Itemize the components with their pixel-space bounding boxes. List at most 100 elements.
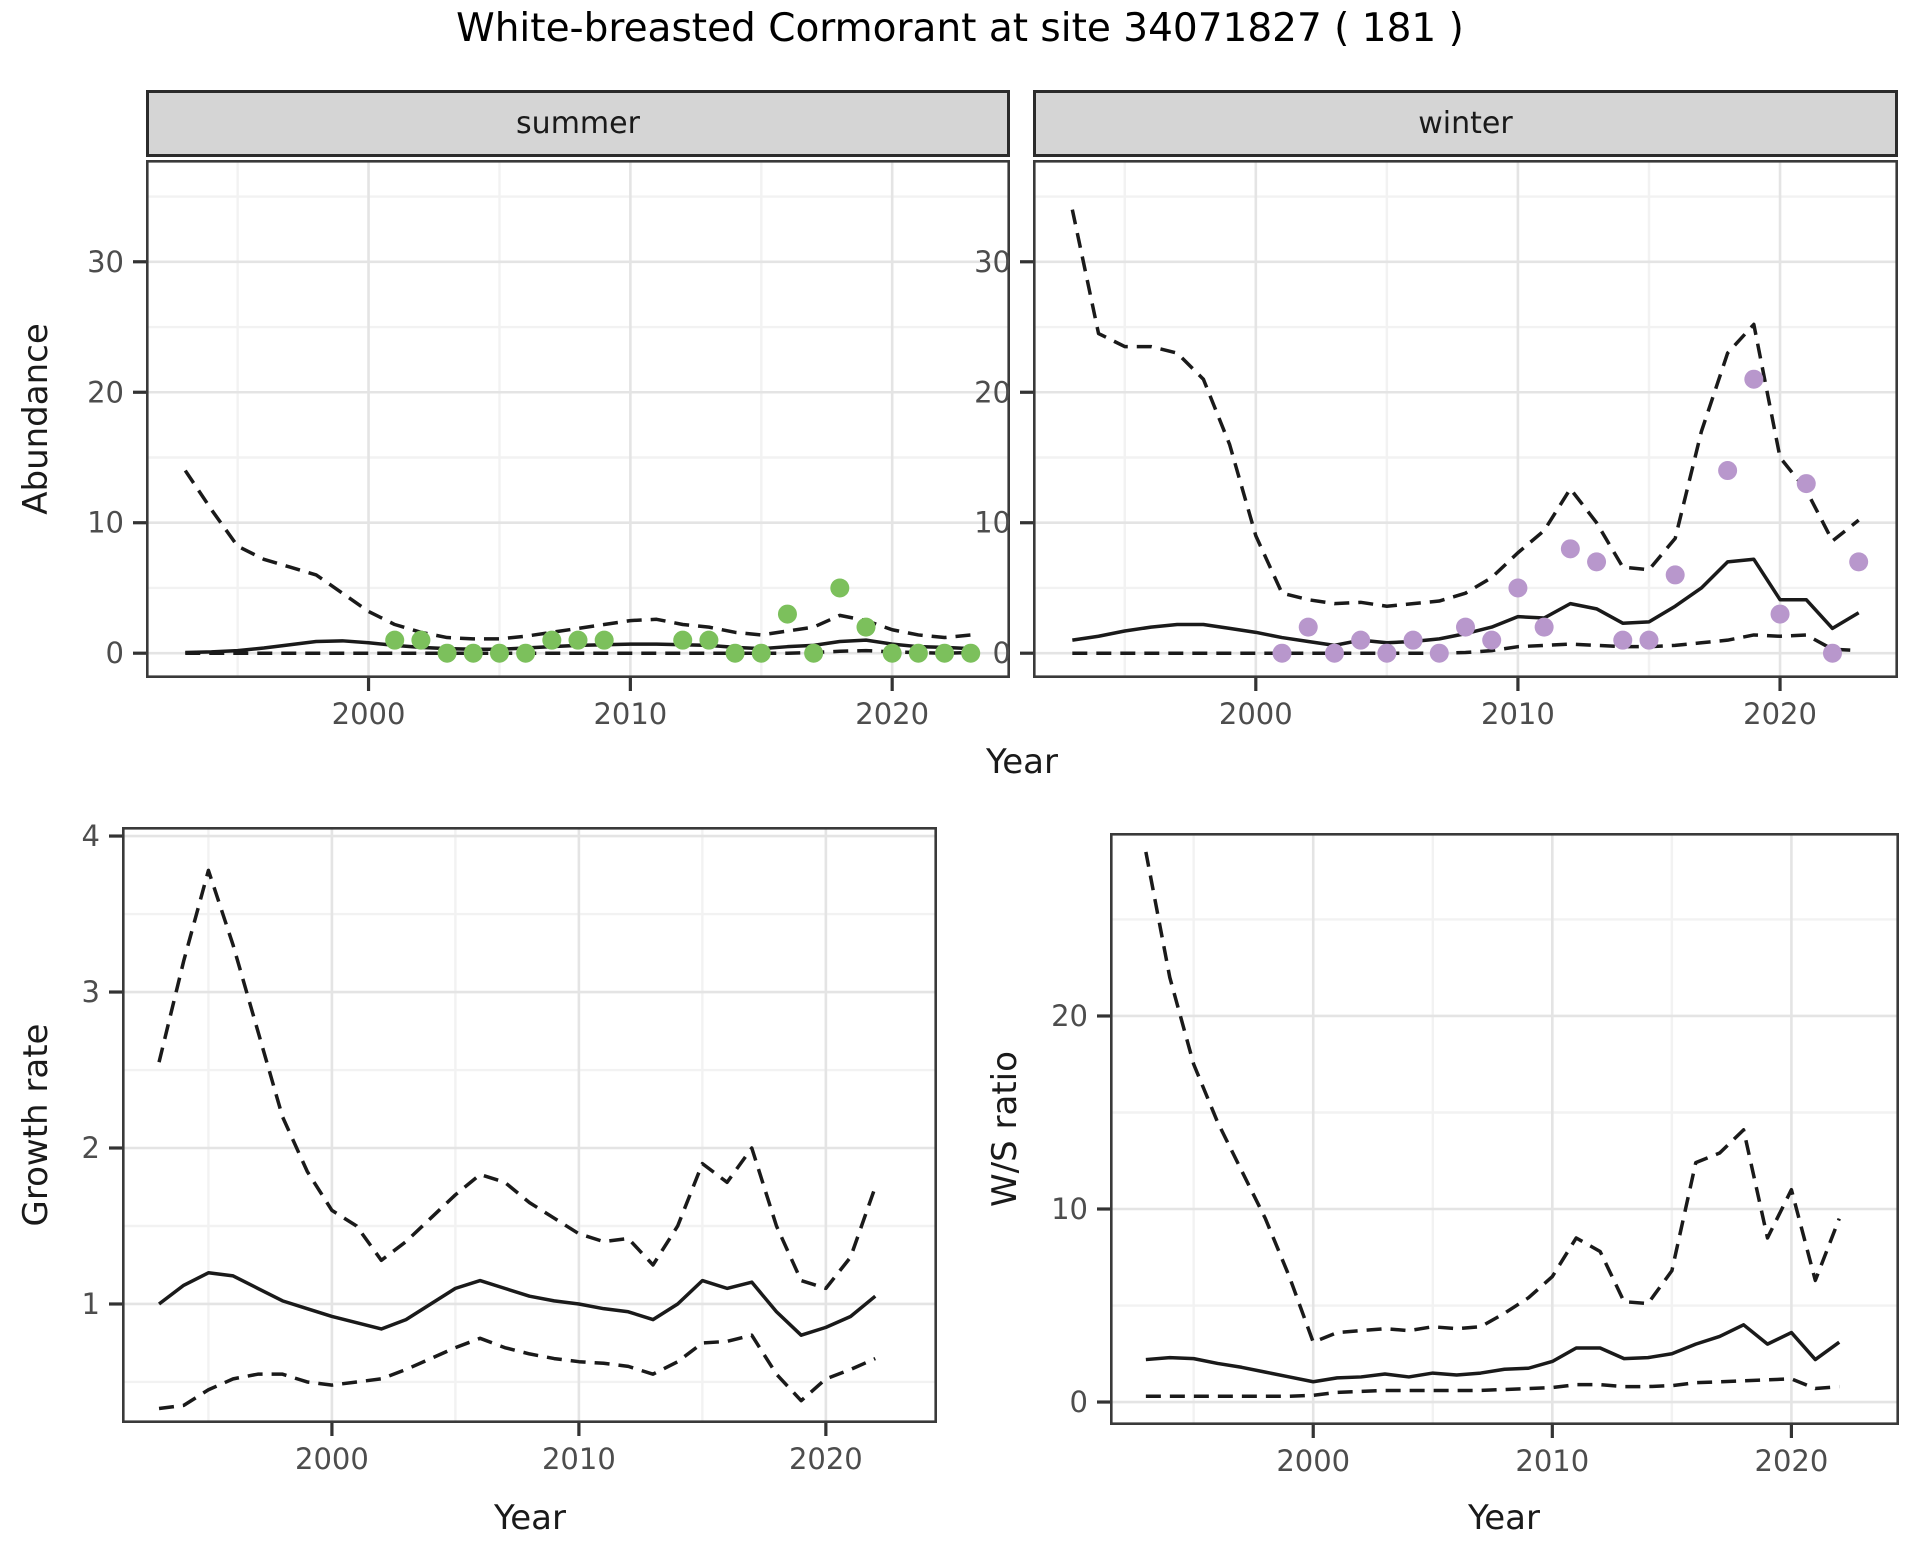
observation-point [1272,643,1292,663]
y-axis-title-ws-ratio: W/S ratio [985,1051,1025,1207]
series-dashed [183,469,971,641]
observation-point [1508,578,1528,598]
x-axis-title-bottom-left: Year [494,1498,566,1538]
observation-point [1744,369,1764,389]
observation-point [1587,552,1607,572]
observation-point [1403,630,1423,650]
series-dashed [157,868,877,1291]
observation-point [1351,630,1371,650]
y-tick-label: 0 [1070,1385,1088,1419]
x-axis-title-bottom-right: Year [1468,1498,1540,1538]
y-tick-label: 0 [106,636,124,670]
y-tick-label: 30 [87,245,124,279]
observation-points [385,578,981,663]
observation-point [385,630,405,650]
series-dashed [1144,851,1841,1344]
panel-abundance-winter: 2000 2010 2020 0 10 20 30 [974,159,1899,731]
panel-bg [1033,160,1898,678]
observation-point [1298,617,1318,637]
panel-bg [1110,833,1899,1425]
x-tick-label: 2010 [593,697,667,731]
series-lines [157,868,877,1411]
x-tick-label: 2000 [295,1442,369,1476]
observation-point [1822,643,1842,663]
observation-point [1560,539,1580,559]
y-axis-title-growth-rate: Growth rate [16,1023,56,1227]
observation-point [908,643,928,663]
y-tick-label: 10 [1051,1192,1088,1226]
observation-point [1534,617,1554,637]
observation-point [411,630,431,650]
x-tick-label: 2020 [1755,1444,1829,1478]
x-tick-label: 2000 [332,697,406,731]
panel-border [121,826,938,1424]
observation-point [1377,643,1397,663]
series-lines [1144,851,1841,1398]
panel-border [1032,159,1899,679]
series-solid [1145,1323,1841,1384]
observation-point [1639,630,1659,650]
y-tick-label: 30 [974,245,1011,279]
series-dashed [1070,209,1860,608]
facet-strip-summer: summer [146,90,1010,157]
y-tick-label: 1 [82,1287,100,1321]
observation-point [1770,604,1790,624]
observation-point [1718,461,1738,481]
observation-point [1796,474,1816,494]
facet-strip-winter: winter [1033,90,1898,157]
series-dashed [158,1333,876,1411]
axis-ticks: 2000 2010 2020 0 10 20 30 [87,245,929,731]
observation-point [725,643,745,663]
y-tick-label: 4 [82,819,100,853]
chart-title: White-breasted Cormorant at site 3407182… [456,6,1464,51]
axis-ticks: 2000 2010 2020 0 10 20 [1051,999,1828,1478]
panel-bg [122,827,937,1423]
observation-point [673,630,693,650]
observation-point [516,643,536,663]
panel-bg [146,160,1010,678]
y-tick-label: 3 [82,975,100,1009]
x-tick-label: 2010 [542,1442,616,1476]
observation-point [1849,552,1869,572]
series-solid [157,1271,877,1337]
observation-point [568,630,588,650]
observation-point [961,643,981,663]
observation-point [542,630,562,650]
observation-point [751,643,771,663]
x-tick-label: 2020 [855,697,929,731]
observation-point [1613,630,1633,650]
panel-border [1109,832,1900,1426]
gridlines [1033,160,1898,678]
x-tick-label: 2000 [1276,1444,1350,1478]
observation-point [463,643,483,663]
observation-points [1272,369,1869,663]
series-dashed [1072,633,1859,655]
x-tick-label: 2010 [1481,697,1555,731]
panel-growth-rate: 2000 2010 2020 1 2 3 4 [82,819,938,1476]
gridlines [122,827,937,1423]
y-tick-label: 0 [993,636,1011,670]
observation-point [594,630,614,650]
panel-ws-ratio: 2000 2010 2020 0 10 20 [1051,832,1900,1478]
observation-point [935,643,955,663]
x-tick-label: 2010 [1515,1444,1589,1478]
y-tick-label: 10 [974,506,1011,540]
observation-point [777,604,797,624]
series-dashed [1145,1377,1840,1398]
observation-point [830,578,850,598]
observation-point [489,643,509,663]
observation-point [1482,630,1502,650]
observation-point [1429,643,1449,663]
y-tick-label: 2 [82,1131,100,1165]
y-tick-label: 20 [1051,999,1088,1033]
gridlines [1110,833,1899,1425]
axis-ticks: 2000 2010 2020 0 10 20 30 [974,245,1817,731]
observation-point [882,643,902,663]
x-axis-title-top: Year [986,742,1058,782]
observation-point [856,617,876,637]
y-tick-label: 20 [87,375,124,409]
observation-point [437,643,457,663]
y-tick-label: 10 [87,506,124,540]
series-dashed [185,648,971,655]
facet-strip-summer-label: summer [516,106,640,141]
